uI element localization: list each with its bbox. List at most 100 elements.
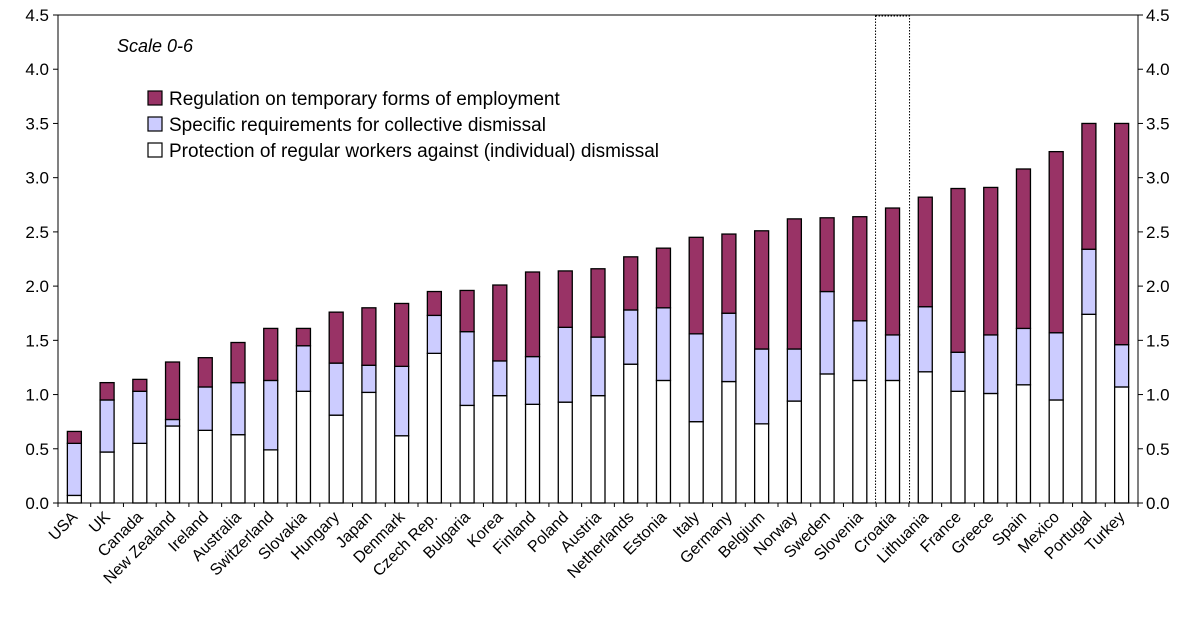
y-tick-label: 3.0 [25, 169, 49, 188]
bar-segment [557, 270, 573, 328]
legend-swatch [147, 116, 163, 132]
bar-segment [590, 394, 606, 504]
bar-segment [786, 400, 803, 504]
bar-segment [917, 196, 933, 308]
bar-segment [361, 364, 377, 394]
bar-segment [1081, 313, 1097, 504]
legend-label: Protection of regular workers against (i… [169, 141, 659, 162]
bar-segment [819, 373, 835, 504]
bar-segment [753, 423, 770, 504]
bar-segment [1113, 122, 1130, 346]
y-tick-label: 1.5 [25, 331, 49, 350]
bar-segment [295, 327, 312, 347]
bar-segment [66, 442, 83, 497]
bar-segment [884, 334, 901, 382]
x-tick-label: USA [46, 509, 82, 545]
bar-segment [230, 434, 246, 504]
bar-segment [492, 394, 508, 504]
y-axis-right: 0.0 0.5 1.0 1.5 2.0 2.5 3.0 3.5 4.0 4.5 [1138, 6, 1170, 513]
bar-segment [753, 230, 770, 350]
bar-segment [1015, 327, 1032, 386]
bar-segment [492, 360, 508, 397]
legend-item: Regulation on temporary forms of employm… [147, 89, 560, 110]
bar-segment [197, 357, 213, 388]
bar-segment [459, 289, 475, 333]
bar-segment [655, 379, 672, 504]
y-tick-label: 2.5 [25, 223, 49, 242]
bar-segment [557, 401, 573, 504]
y-tick-label: 0.5 [1146, 440, 1170, 459]
y-tick-label: 3.5 [1146, 114, 1170, 133]
bar-segment [983, 186, 999, 336]
bar-segment [361, 307, 377, 366]
legend-label: Specific requirements for collective dis… [169, 115, 546, 136]
bar-segment [263, 449, 279, 504]
bars [66, 122, 1130, 504]
bar-segment [819, 290, 835, 375]
bar-segment [164, 418, 181, 427]
y-tick-label: 4.0 [1146, 60, 1170, 79]
bar-segment [426, 290, 443, 317]
bar-segment [459, 404, 475, 504]
legend-swatch [147, 90, 163, 106]
bar-segment [132, 442, 148, 504]
bar-segment [786, 218, 803, 350]
scale-note: Scale 0-6 [117, 36, 194, 56]
bar-segment [852, 379, 868, 504]
bar-segment [99, 399, 115, 453]
bar-segment [950, 390, 966, 504]
y-axis-left: 0.0 0.5 1.0 1.5 2.0 2.5 3.0 3.5 4.0 4.5 [25, 6, 58, 513]
bar-segment [492, 284, 508, 362]
y-tick-label: 1.0 [25, 386, 49, 405]
bar-segment [950, 351, 966, 392]
plot-frame [57, 14, 1139, 504]
bar-segment [688, 421, 704, 504]
bar-segment [524, 271, 541, 358]
bar-segment [66, 494, 83, 504]
bar-segment [99, 381, 115, 401]
bar-segment [263, 327, 279, 382]
bar-segment [950, 187, 966, 353]
bar-segment [1048, 332, 1064, 401]
bar-segment [786, 348, 803, 402]
bar-segment [557, 326, 573, 403]
legend-label: Regulation on temporary forms of employm… [169, 89, 560, 110]
bar-segment [132, 378, 148, 392]
bar-segment [132, 390, 148, 445]
bar-segment [361, 391, 377, 504]
bar-segment [753, 348, 770, 425]
bar-segment [459, 331, 475, 407]
bar-segment [1081, 122, 1097, 250]
bar-segment [164, 361, 181, 421]
bar-segment [295, 390, 312, 504]
y-tick-label: 0.0 [25, 494, 49, 513]
bar-segment [1048, 399, 1064, 504]
bar-segment [328, 362, 344, 416]
y-tick-label: 3.0 [1146, 169, 1170, 188]
bar-segment [623, 309, 639, 365]
legend: Regulation on temporary forms of employm… [147, 89, 659, 162]
bar-segment [1015, 168, 1032, 330]
bar-segment [590, 268, 606, 338]
bar-segment [197, 429, 213, 504]
bar-segment [197, 386, 213, 431]
bar-segment [230, 341, 246, 384]
bar-segment [655, 247, 672, 309]
y-tick-label: 0.5 [25, 440, 49, 459]
bar-segment [623, 363, 639, 504]
bar-segment [1113, 344, 1130, 388]
y-tick-label: 3.5 [25, 114, 49, 133]
bar-segment [393, 435, 410, 504]
bar-segment [819, 217, 835, 293]
bar-segment [852, 320, 868, 382]
bar-segment [983, 392, 999, 504]
bar-segment [1048, 150, 1064, 334]
y-tick-label: 1.0 [1146, 386, 1170, 405]
y-tick-label: 1.5 [1146, 331, 1170, 350]
legend-swatch [147, 142, 163, 158]
axes [57, 14, 1139, 504]
bar-segment [99, 451, 115, 504]
bar-segment [1015, 384, 1032, 504]
legend-item: Specific requirements for collective dis… [147, 115, 546, 136]
